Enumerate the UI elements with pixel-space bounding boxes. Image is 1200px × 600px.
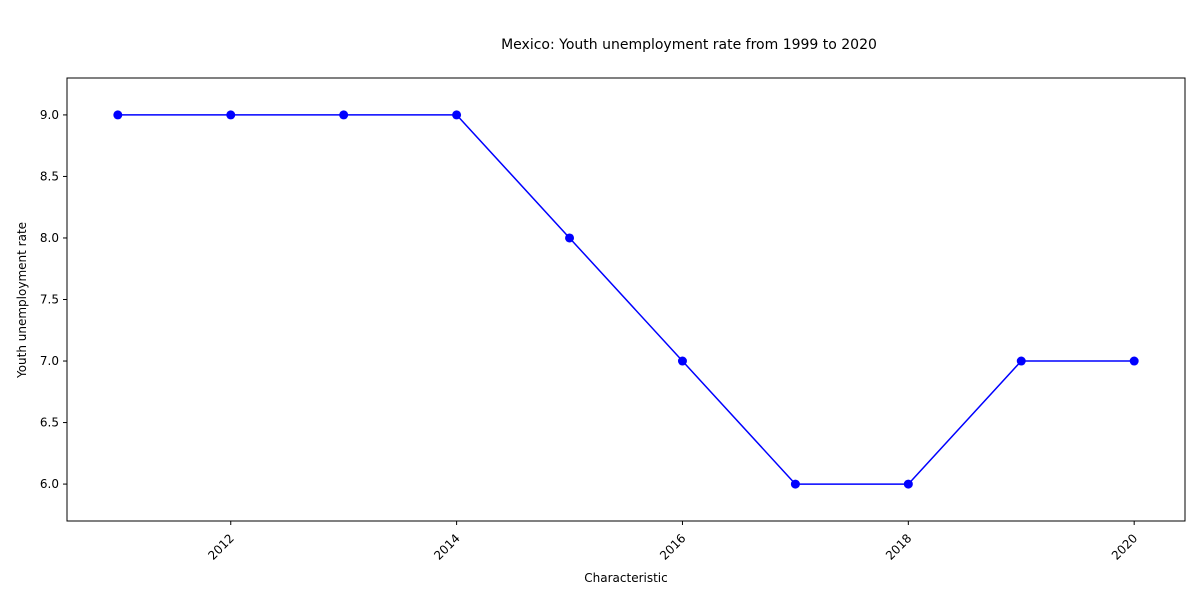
ticks: 2012 2014 2016 2018 2020 6.0 6.5 7.0 7.5 8.0 8.5 9.… [40,108,1140,563]
y-tick-label: 6.0 [40,477,59,491]
data-point [677,356,687,366]
y-tick-label: 9.0 [40,108,59,122]
y-axis-label: Youth unemployment rate [15,222,29,379]
data-point [339,110,349,120]
data-point [903,479,913,489]
x-tick-label: 2016 [657,531,688,562]
y-tick-label: 7.5 [40,293,59,307]
chart-title: Mexico: Youth unemployment rate from 199… [501,37,877,53]
data-point [565,233,575,243]
x-tick-label: 2012 [205,531,236,562]
data-point [113,110,123,120]
x-axis-label: Characteristic [584,571,667,585]
series-line [117,114,1135,485]
x-tick-label: 2018 [883,531,914,562]
data-point [790,479,800,489]
plot-frame [66,77,1186,522]
data-point [226,110,236,120]
y-tick-label: 6.5 [40,416,59,430]
data-point [452,110,462,120]
data-point [1129,356,1139,366]
x-tick-label: 2020 [1109,531,1140,562]
y-tick-label: 8.5 [40,169,59,183]
data-point [1016,356,1026,366]
y-tick-label: 7.0 [40,354,59,368]
x-tick-label: 2014 [431,531,462,562]
series-layer [113,110,1139,489]
y-tick-label: 8.0 [40,231,59,245]
